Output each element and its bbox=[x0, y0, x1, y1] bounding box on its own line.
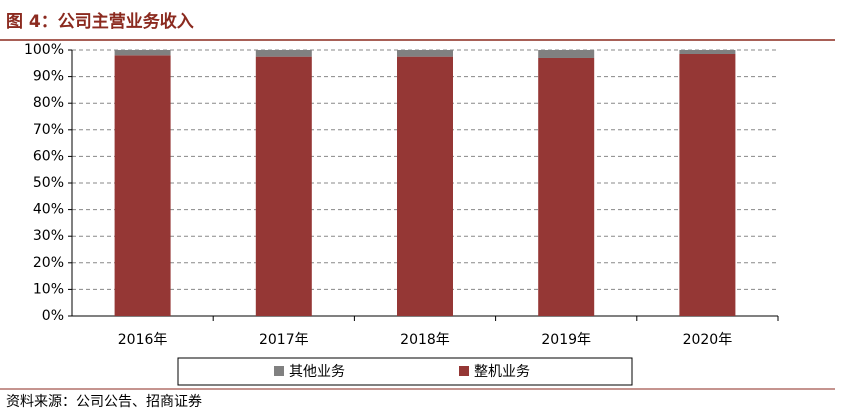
y-tick-label: 10% bbox=[33, 281, 64, 297]
legend-swatch bbox=[459, 366, 469, 376]
legend-label: 其他业务 bbox=[289, 364, 345, 380]
bar-segment bbox=[679, 50, 736, 54]
x-tick-label: 2018年 bbox=[400, 332, 450, 348]
source-note: 资料来源：公司公告、招商证券 bbox=[6, 394, 202, 410]
bar-segment bbox=[114, 50, 171, 56]
legend-swatch bbox=[274, 366, 284, 376]
bar-segment bbox=[538, 57, 595, 316]
x-tick-label: 2020年 bbox=[683, 332, 733, 348]
chart-title: 图 4：公司主营业务收入 bbox=[6, 11, 194, 32]
x-tick-label: 2016年 bbox=[118, 332, 168, 348]
bar-segment bbox=[397, 56, 453, 317]
bar-segment bbox=[255, 56, 312, 317]
y-tick-label: 60% bbox=[33, 148, 64, 164]
y-tick-label: 80% bbox=[33, 95, 64, 111]
y-tick-label: 70% bbox=[33, 122, 64, 138]
bar-segment bbox=[397, 50, 453, 57]
y-tick-label: 20% bbox=[33, 255, 64, 271]
y-tick-label: 50% bbox=[33, 175, 64, 191]
x-tick-label: 2017年 bbox=[259, 332, 309, 348]
bar-segment bbox=[255, 50, 312, 57]
legend-label: 整机业务 bbox=[474, 364, 530, 380]
y-tick-label: 30% bbox=[33, 228, 64, 244]
x-tick-label: 2019年 bbox=[541, 332, 591, 348]
y-tick-label: 100% bbox=[24, 42, 64, 58]
bar-segment bbox=[679, 53, 736, 317]
legend-box bbox=[177, 357, 633, 386]
y-tick-label: 90% bbox=[33, 69, 64, 85]
bar-segment bbox=[538, 50, 595, 58]
y-tick-label: 0% bbox=[42, 308, 64, 324]
y-tick-label: 40% bbox=[33, 202, 64, 218]
bar-segment bbox=[114, 55, 171, 316]
